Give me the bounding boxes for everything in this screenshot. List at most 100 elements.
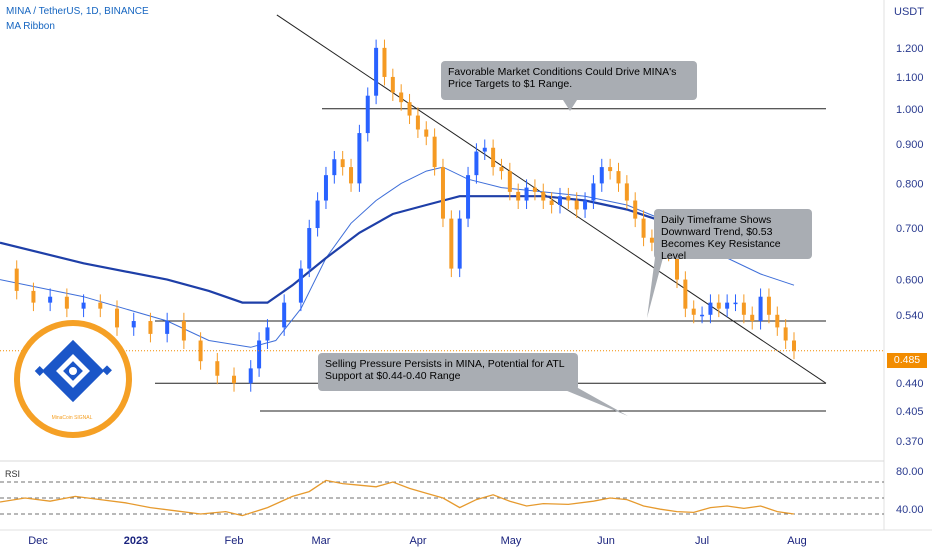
callout-price-targets: Favorable Market Conditions Could Drive …: [441, 61, 697, 100]
candles: [14, 39, 797, 392]
candle-body[interactable]: [415, 115, 420, 130]
candle-body[interactable]: [131, 321, 136, 328]
candle-body[interactable]: [449, 218, 454, 269]
candle-body[interactable]: [165, 321, 170, 334]
candle-body[interactable]: [499, 167, 504, 172]
candle-body[interactable]: [282, 302, 287, 328]
candle-body[interactable]: [399, 92, 404, 103]
candle-body[interactable]: [198, 340, 203, 362]
candle-body[interactable]: [708, 302, 713, 315]
rsi-line[interactable]: [0, 479, 795, 517]
candle-body[interactable]: [624, 183, 629, 201]
candle-body[interactable]: [691, 308, 696, 315]
price-tick-label: 0.700: [896, 223, 924, 235]
candle-body[interactable]: [81, 302, 86, 309]
candle-body[interactable]: [181, 321, 186, 341]
candle-body[interactable]: [725, 302, 730, 309]
candle-body[interactable]: [14, 268, 19, 291]
candle-body[interactable]: [591, 183, 596, 201]
candle-body[interactable]: [98, 302, 103, 309]
diamond-logo-icon: [34, 339, 112, 403]
price-axis-ticks: 1.200 1.100 1.000 0.900 0.800 0.700 0.600 0.540…: [896, 43, 924, 448]
candle-body[interactable]: [674, 252, 679, 280]
candle-body[interactable]: [315, 200, 320, 229]
time-tick-label: May: [501, 535, 522, 547]
candle-body[interactable]: [48, 296, 53, 303]
candle-body[interactable]: [298, 268, 303, 303]
candle-body[interactable]: [683, 279, 688, 309]
candle-body[interactable]: [432, 136, 437, 168]
candle-body[interactable]: [733, 302, 738, 305]
candle-body[interactable]: [616, 171, 621, 184]
candle-body[interactable]: [566, 196, 571, 201]
candle-body[interactable]: [332, 159, 337, 176]
indicator-label[interactable]: MA Ribbon: [6, 21, 55, 32]
candle-body[interactable]: [583, 200, 588, 210]
candle-body[interactable]: [323, 175, 328, 201]
candle-body[interactable]: [365, 95, 370, 134]
candle-body[interactable]: [524, 187, 529, 201]
candle-body[interactable]: [541, 191, 546, 201]
candle-body[interactable]: [31, 290, 36, 303]
candle-body[interactable]: [599, 167, 604, 184]
candle-body[interactable]: [424, 129, 429, 137]
candle-body[interactable]: [257, 340, 262, 369]
candle-body[interactable]: [641, 218, 646, 238]
time-axis-ticks: Dec 2023 Feb Mar Apr May Jun Jul Aug: [28, 535, 807, 547]
time-tick-label: Aug: [787, 535, 807, 547]
candle-body[interactable]: [766, 296, 771, 315]
rsi-pane: [0, 479, 884, 517]
callout-pointers: [560, 100, 664, 416]
candle-body[interactable]: [115, 308, 120, 328]
candle-body[interactable]: [482, 147, 487, 152]
time-tick-label: Dec: [28, 535, 48, 547]
candle-body[interactable]: [457, 218, 462, 269]
rsi-label[interactable]: RSI: [5, 469, 21, 479]
price-tick-label: 1.100: [896, 72, 924, 84]
candle-body[interactable]: [557, 196, 562, 205]
candle-body[interactable]: [390, 76, 395, 93]
candle-body[interactable]: [474, 151, 479, 176]
candle-body[interactable]: [357, 133, 362, 184]
candle-body[interactable]: [440, 167, 445, 219]
candle-body[interactable]: [716, 302, 721, 309]
time-tick-label: Jul: [695, 535, 709, 547]
candle-body[interactable]: [700, 314, 705, 317]
candle-body[interactable]: [574, 200, 579, 210]
candle-body[interactable]: [549, 200, 554, 205]
candle-body[interactable]: [232, 375, 237, 384]
candle-body[interactable]: [340, 159, 345, 168]
candle-body[interactable]: [792, 340, 797, 351]
candle-body[interactable]: [633, 200, 638, 219]
symbol-title[interactable]: MINA / TetherUS, 1D, BINANCE: [6, 6, 149, 17]
candle-body[interactable]: [374, 47, 379, 96]
price-tick-label: 0.405: [896, 406, 924, 418]
candle-body[interactable]: [532, 187, 537, 192]
current-price-tag: 0.485: [887, 353, 927, 368]
candle-body[interactable]: [516, 191, 521, 201]
candle-body[interactable]: [491, 147, 496, 168]
candle-body[interactable]: [248, 368, 253, 384]
candle-body[interactable]: [307, 228, 312, 269]
candle-body[interactable]: [775, 314, 780, 328]
candle-body[interactable]: [407, 102, 412, 116]
price-tick-label: 0.600: [896, 275, 924, 287]
candle-body[interactable]: [649, 237, 654, 243]
candle-body[interactable]: [750, 314, 755, 322]
candle-body[interactable]: [741, 302, 746, 315]
candle-body[interactable]: [148, 321, 153, 334]
logo-ring: [14, 320, 132, 438]
candle-body[interactable]: [215, 361, 220, 376]
price-tick-label: 0.370: [896, 436, 924, 448]
candle-body[interactable]: [783, 327, 788, 341]
candle-body[interactable]: [64, 296, 69, 309]
candle-body[interactable]: [265, 327, 270, 341]
candle-body[interactable]: [507, 171, 512, 192]
callout-selling-pressure: Selling Pressure Persists in MINA, Poten…: [318, 353, 578, 391]
candle-body[interactable]: [608, 167, 613, 172]
candle-body[interactable]: [349, 167, 354, 184]
candle-body[interactable]: [382, 47, 387, 77]
candle-body[interactable]: [466, 175, 471, 219]
candle-body[interactable]: [758, 296, 763, 322]
